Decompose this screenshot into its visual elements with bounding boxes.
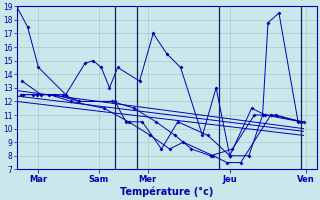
X-axis label: Température (°c): Température (°c): [120, 187, 213, 197]
